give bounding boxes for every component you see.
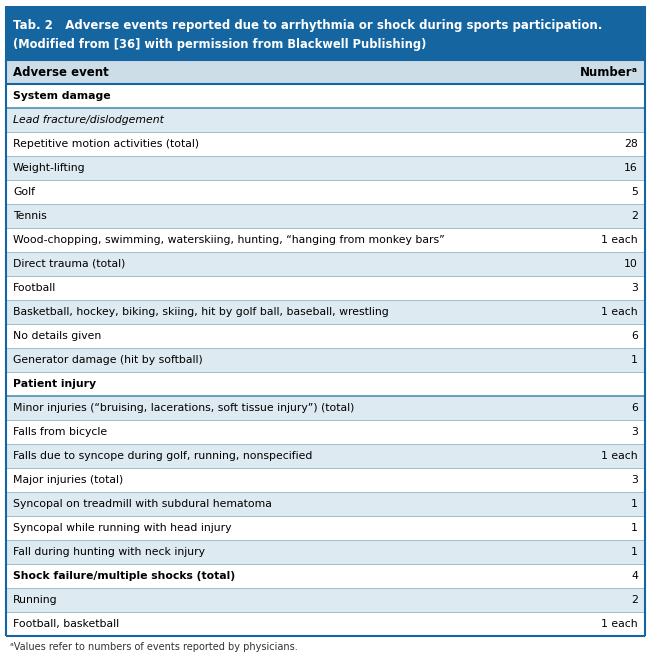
Text: Falls due to syncope during golf, running, nonspecified: Falls due to syncope during golf, runnin… (13, 451, 312, 461)
Text: Basketball, hockey, biking, skiing, hit by golf ball, baseball, wrestling: Basketball, hockey, biking, skiing, hit … (13, 307, 389, 317)
Text: Direct trauma (total): Direct trauma (total) (13, 259, 126, 269)
Bar (6, 372, 645, 396)
Text: 5: 5 (631, 187, 638, 197)
Text: Patient injury: Patient injury (13, 379, 96, 389)
Bar (6, 444, 645, 468)
Bar (6, 228, 645, 252)
Bar (6, 396, 645, 420)
Text: Golf: Golf (13, 187, 35, 197)
Text: Running: Running (13, 595, 58, 605)
Text: Weight-lifting: Weight-lifting (13, 163, 86, 173)
Text: 1 each: 1 each (602, 451, 638, 461)
Text: System damage: System damage (13, 91, 111, 101)
Text: Wood-chopping, swimming, waterskiing, hunting, “hanging from monkey bars”: Wood-chopping, swimming, waterskiing, hu… (13, 235, 445, 245)
Text: Football, basketball: Football, basketball (13, 619, 119, 629)
Text: 1: 1 (631, 499, 638, 509)
Text: ᵃValues refer to numbers of events reported by physicians.: ᵃValues refer to numbers of events repor… (10, 642, 298, 652)
Text: 1 each: 1 each (602, 307, 638, 317)
Bar (6, 612, 645, 636)
Bar (6, 156, 645, 180)
Text: 1: 1 (631, 547, 638, 557)
Text: 6: 6 (631, 331, 638, 341)
Bar (6, 6, 645, 60)
Bar (6, 276, 645, 300)
Text: 16: 16 (624, 163, 638, 173)
Bar (6, 348, 645, 372)
Bar (6, 420, 645, 444)
Text: Tab. 2   Adverse events reported due to arrhythmia or shock during sports partic: Tab. 2 Adverse events reported due to ar… (13, 19, 602, 32)
Text: 1 each: 1 each (602, 619, 638, 629)
Text: Falls from bicycle: Falls from bicycle (13, 427, 107, 437)
Text: Fall during hunting with neck injury: Fall during hunting with neck injury (13, 547, 205, 557)
Text: 10: 10 (624, 259, 638, 269)
Text: Minor injuries (“bruising, lacerations, soft tissue injury”) (total): Minor injuries (“bruising, lacerations, … (13, 403, 354, 413)
Bar (6, 132, 645, 156)
Text: 1 each: 1 each (602, 235, 638, 245)
Text: 2: 2 (631, 595, 638, 605)
Text: Lead fracture/dislodgement: Lead fracture/dislodgement (13, 115, 164, 125)
Text: 1: 1 (631, 523, 638, 533)
Bar (6, 588, 645, 612)
Text: 3: 3 (631, 427, 638, 437)
Bar (6, 492, 645, 516)
Bar (6, 84, 645, 108)
Bar (6, 60, 645, 84)
Bar (6, 324, 645, 348)
Text: (Modified from [36] with permission from Blackwell Publishing): (Modified from [36] with permission from… (13, 38, 426, 51)
Bar (6, 108, 645, 132)
Text: Repetitive motion activities (total): Repetitive motion activities (total) (13, 139, 199, 149)
Text: Numberᵃ: Numberᵃ (580, 65, 638, 79)
Text: 6: 6 (631, 403, 638, 413)
Text: Football: Football (13, 283, 56, 293)
Text: 3: 3 (631, 283, 638, 293)
Text: Syncopal on treadmill with subdural hematoma: Syncopal on treadmill with subdural hema… (13, 499, 272, 509)
Bar (6, 516, 645, 540)
Text: Syncopal while running with head injury: Syncopal while running with head injury (13, 523, 232, 533)
Text: 4: 4 (631, 571, 638, 581)
Text: 3: 3 (631, 475, 638, 485)
Text: 28: 28 (624, 139, 638, 149)
Text: Generator damage (hit by softball): Generator damage (hit by softball) (13, 355, 202, 365)
Bar (6, 300, 645, 324)
Bar (6, 180, 645, 204)
Bar (6, 204, 645, 228)
Bar (6, 252, 645, 276)
Text: Shock failure/multiple shocks (total): Shock failure/multiple shocks (total) (13, 571, 235, 581)
Text: 2: 2 (631, 211, 638, 221)
Text: No details given: No details given (13, 331, 102, 341)
Bar (6, 564, 645, 588)
Bar (6, 540, 645, 564)
Text: Adverse event: Adverse event (13, 65, 109, 79)
Text: 1: 1 (631, 355, 638, 365)
Bar (6, 468, 645, 492)
Text: Tennis: Tennis (13, 211, 47, 221)
Text: Major injuries (total): Major injuries (total) (13, 475, 123, 485)
